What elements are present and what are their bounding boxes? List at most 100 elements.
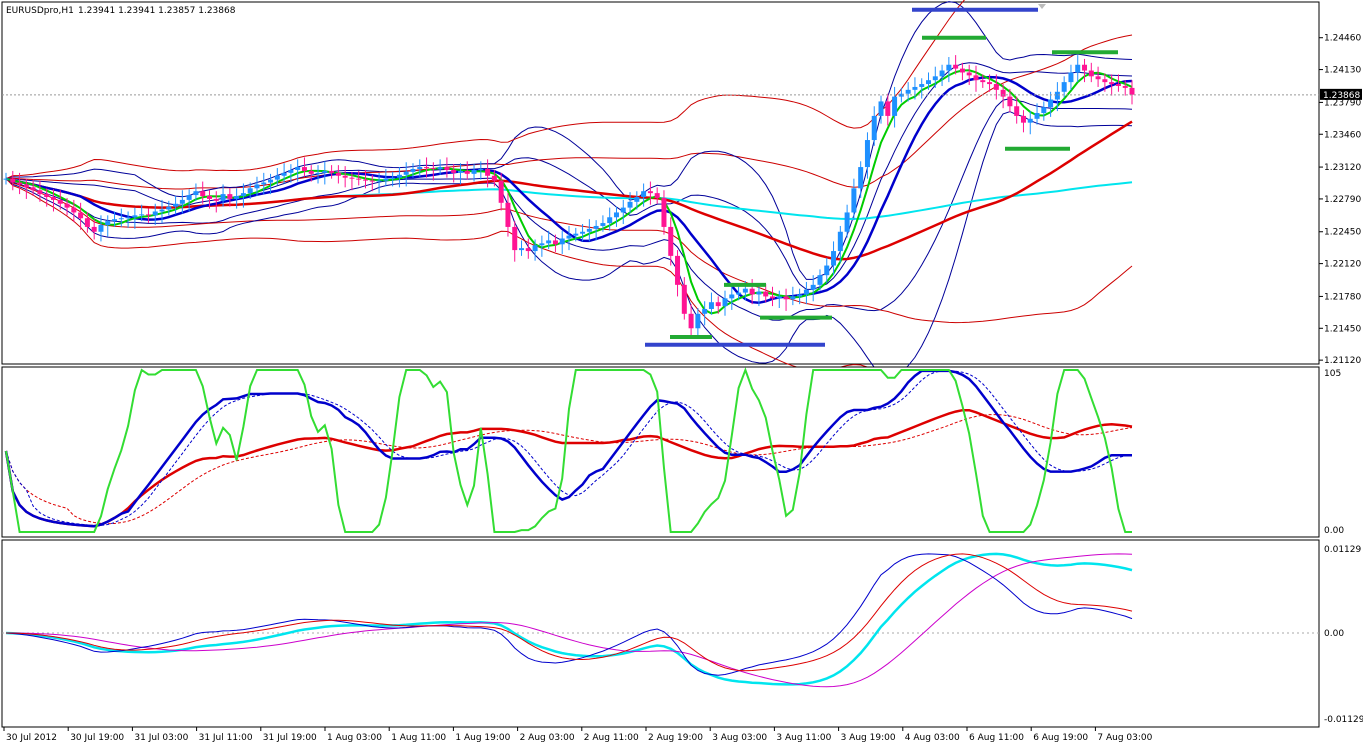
candle-body [641, 191, 647, 197]
candle-body [607, 217, 613, 224]
candle-body [776, 296, 782, 299]
candle-body [844, 212, 850, 232]
oscillator-panel[interactable]: 105 0.00 [1, 366, 1344, 538]
candle-body [220, 194, 226, 201]
candle-body [926, 80, 932, 85]
candle-body [885, 101, 891, 116]
candle-body [634, 196, 640, 202]
candle-body [491, 175, 497, 181]
time-tick-label: 31 Jul 19:00 [263, 733, 317, 743]
candle-body [281, 172, 287, 176]
candle-body [546, 240, 552, 244]
candle-body [729, 294, 735, 299]
candle-body [919, 84, 925, 87]
candle-body [810, 284, 816, 290]
price-panel-frame [1, 1, 1320, 365]
candle-body [620, 207, 626, 213]
candle-body [288, 169, 294, 173]
candle-body [803, 289, 809, 295]
candle-body [613, 212, 619, 218]
candle-body [417, 167, 423, 170]
candle-body [254, 184, 260, 189]
candle-body [858, 167, 864, 189]
candle-body [125, 217, 131, 219]
candle-body [206, 196, 212, 199]
candle-body [1122, 85, 1128, 88]
time-tick-label: 30 Jul 2012 [6, 733, 57, 743]
time-tick-label: 1 Aug 19:00 [455, 733, 510, 743]
time-tick-label: 1 Aug 11:00 [391, 733, 446, 743]
osc-blue-signal [5, 370, 1133, 527]
candle-body [159, 209, 165, 212]
candle-body [586, 228, 592, 232]
candle-body [301, 167, 307, 171]
candle-body [152, 211, 158, 216]
time-tick-label: 30 Jul 19:00 [70, 733, 124, 743]
candle-body [749, 288, 755, 295]
candle-body [437, 167, 443, 170]
candle-body [396, 174, 402, 178]
time-tick-label: 4 Aug 03:00 [905, 733, 960, 743]
candle-body [939, 70, 945, 77]
candle-body [308, 170, 314, 174]
candle-body [376, 180, 382, 182]
candle-body [23, 184, 29, 188]
time-tick-label: 2 Aug 11:00 [584, 733, 639, 743]
candle-body [824, 265, 830, 276]
candle-body [769, 296, 775, 299]
macd-tick-low: -0.01129 [1324, 715, 1363, 725]
candle-body [261, 182, 267, 185]
candle-body [57, 199, 63, 204]
candle-body [756, 291, 762, 295]
candle-body [864, 140, 870, 168]
candle-body [213, 198, 219, 201]
candle-body [1068, 72, 1074, 83]
candle-body [145, 214, 151, 216]
price-tick-label: 1.21450 [1324, 324, 1361, 334]
candle-body [1095, 76, 1101, 80]
candle-body [349, 177, 355, 179]
candle-body [498, 180, 504, 203]
candle-body [410, 169, 416, 172]
oscillator-lines [4, 367, 1133, 533]
macd-tick-zero: 0.00 [1324, 629, 1344, 639]
price-tick-label: 1.22120 [1324, 260, 1361, 270]
candle-body [953, 64, 959, 69]
candle-body [946, 64, 952, 71]
candle-body [30, 187, 36, 191]
candle-body [485, 169, 491, 176]
candle-body [539, 243, 545, 246]
candle-body [1034, 113, 1040, 119]
price-tick-label: 1.21120 [1324, 356, 1361, 366]
candle-body [322, 170, 328, 173]
candle-body [831, 251, 837, 266]
candle-body [390, 177, 396, 179]
price-tick-label: 1.22790 [1324, 195, 1361, 205]
candle-body [50, 196, 56, 200]
macd-tick-high: 0.01129 [1324, 545, 1361, 555]
candle-body [1041, 107, 1047, 114]
candle-body [84, 218, 90, 227]
candle-body [851, 188, 857, 213]
candle-body [525, 248, 531, 252]
candle-body [892, 96, 898, 116]
time-tick-label: 1 Aug 03:00 [327, 733, 382, 743]
candle-body [1061, 82, 1067, 92]
candle-body [668, 226, 674, 256]
candle-body [451, 169, 457, 173]
price-tick-label: 1.23790 [1324, 98, 1361, 108]
candle-body [675, 255, 681, 285]
candle-body [566, 235, 572, 239]
candle-body [973, 75, 979, 81]
candle-body [905, 89, 911, 94]
candle-body [179, 199, 185, 204]
price-tick-label: 1.24130 [1324, 66, 1361, 76]
candle-body [234, 196, 240, 199]
candle-body [627, 201, 633, 208]
price-panel[interactable]: 1.24460 1.24130 1.23790 1.23460 1.23120 1.227… [1, 0, 1362, 439]
shift-marker-icon[interactable] [1038, 4, 1046, 9]
candle-body [430, 168, 436, 170]
macd-panel-frame [1, 539, 1320, 728]
macd-panel[interactable]: 0.01129 0.00 -0.01129 [1, 539, 1363, 728]
